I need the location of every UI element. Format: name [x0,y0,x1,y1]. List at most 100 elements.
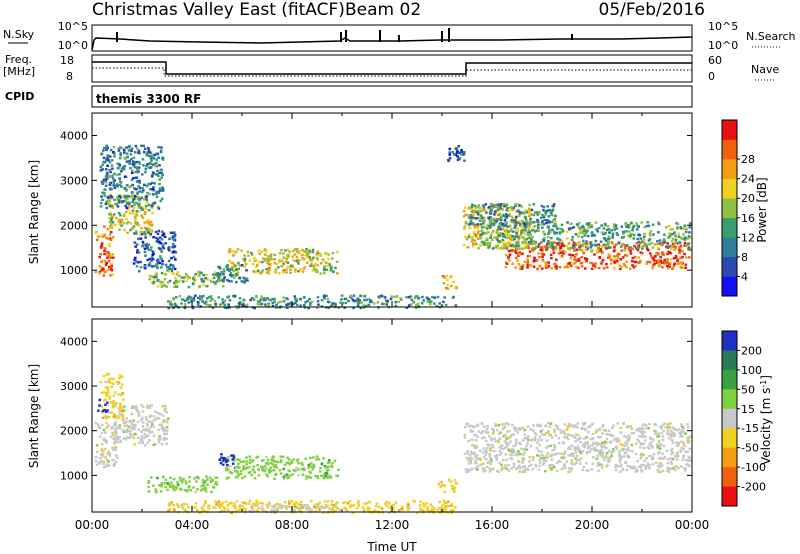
heatmap-cell-0-6-7 [218,265,221,269]
heatmap-cell-1-3-90 [166,482,170,485]
heatmap-cell-1-4-230 [245,466,248,469]
heatmap-cell-1-9-635 [673,433,676,436]
heatmap-cell-1-1-151 [144,435,147,439]
heatmap-cell-0-12-75 [480,229,484,232]
heatmap-cell-1-10-3 [97,409,100,412]
heatmap-cell-0-6-16 [213,281,216,284]
heatmap-cell-1-1-236 [148,439,151,442]
heatmap-cell-0-12-188 [670,240,674,243]
heatmap-cell-1-4-136 [282,477,286,480]
heatmap-cell-1-9-471 [680,440,683,443]
heatmap-cell-0-5-85 [336,272,339,275]
heatmap-cell-1-9-670 [605,456,608,459]
heatmap-cell-0-11-461 [521,264,525,267]
heatmap-cell-0-13-161 [497,203,501,206]
heatmap-cell-0-12-609 [640,221,643,224]
heatmap-cell-0-7-78 [197,296,200,300]
heatmap-cell-1-9-71 [489,457,492,460]
heatmap-cell-0-2-18 [138,203,141,206]
heatmap-cell-0-7-130 [425,296,429,299]
heatmap-cell-0-11-105 [550,267,553,270]
heatmap-cell-1-7-8 [266,504,270,507]
heatmap-cell-0-12-489 [561,229,565,232]
heatmap-cell-1-3-79 [171,484,175,487]
heatmap-cell-1-1-86 [150,423,154,426]
heatmap-cell-0-12-311 [675,228,679,231]
heatmap-cell-0-12-547 [558,241,561,244]
heatmap-cell-0-12-501 [516,241,520,244]
heatmap-cell-1-6-118 [436,508,439,511]
heatmap-cell-1-9-638 [687,440,691,443]
heatmap-cell-1-9-1135 [550,464,553,467]
heatmap-cell-0-7-84 [191,306,195,310]
heatmap-cell-1-9-369 [540,450,543,454]
heatmap-cell-1-9-657 [630,443,634,447]
heatmap-cell-1-9-198 [482,425,486,428]
heatmap-cell-1-5-20 [220,453,223,456]
heatmap-cell-0-7-114 [238,297,242,300]
heatmap-cell-1-9-390 [595,443,599,447]
heatmap-cell-0-1-171 [137,224,141,227]
heatmap-cell-0-11-132 [557,252,561,255]
heatmap-cell-0-3-9 [132,262,136,265]
heatmap-cell-0-11-390 [670,247,673,251]
heatmap-cell-1-9-505 [481,451,485,454]
heatmap-cell-0-11-458 [514,256,518,260]
heatmap-cell-1-6-207 [437,507,441,510]
heatmap-cell-0-2-308 [137,149,141,152]
heatmap-cell-1-9-435 [575,458,579,461]
heatmap-cell-1-3-5 [169,476,172,480]
heatmap-cell-0-12-11 [555,231,559,235]
heatmap-cell-1-3-92 [189,489,192,492]
heatmap-cell-0-7-160 [316,300,320,303]
heatmap-cell-1-8-12 [452,488,456,491]
heatmap-cell-1-4-272 [318,470,322,473]
heatmap-cell-0-7-282 [185,298,189,301]
heatmap-cell-0-12-97 [517,235,521,239]
heatmap-cell-1-2-99 [119,402,122,405]
heatmap-cell-0-4-15 [184,273,188,276]
heatmap-cell-1-3-93 [214,480,218,484]
heatmap-cell-0-2-55 [115,202,119,206]
heatmap-cell-1-9-607 [671,451,675,454]
heatmap-cell-0-10-15 [477,247,480,250]
heatmap-cell-0-7-219 [355,299,359,302]
heatmap-cell-0-2-265 [130,191,134,194]
heatmap-cell-0-2-290 [106,156,109,160]
heatmap-cell-0-12-451 [596,230,600,233]
heatmap-cell-0-11-240 [528,254,532,258]
heatmap-cell-1-6-41 [252,502,255,505]
heatmap-cell-1-1-39 [154,410,157,413]
heatmap-cell-0-5-238 [295,259,298,262]
heatmap-cell-1-4-201 [252,465,256,468]
heatmap-cell-0-7-143 [264,298,267,301]
heatmap-cell-0-2-94 [110,159,114,162]
heatmap-cell-0-10-313 [464,220,468,224]
heatmap-cell-0-0-93 [105,236,108,239]
heatmap-cell-1-9-271 [525,448,528,451]
heatmap-cell-0-10-104 [462,215,466,218]
heatmap-cell-1-2-77 [112,415,116,418]
heatmap-cell-0-5-208 [231,261,234,265]
heatmap-cell-1-7-64 [294,505,297,508]
heatmap-cell-0-10-305 [474,233,477,236]
heatmap-cell-1-2-97 [117,393,120,396]
heatmap-cell-1-3-45 [147,481,150,484]
heatmap-cell-1-4-103 [311,468,315,471]
heatmap-cell-0-5-202 [289,268,292,271]
heatmap-cell-0-12-426 [554,224,557,228]
heatmap-cell-1-9-889 [670,462,673,465]
heatmap-cell-1-1-67 [145,418,148,422]
heatmap-cell-1-1-74 [148,431,151,434]
heatmap-cell-1-1-55 [146,441,150,444]
heatmap-cell-0-13-152 [550,220,554,224]
heatmap-cell-0-5-232 [264,253,267,256]
heatmap-cell-1-9-1197 [666,461,670,465]
heatmap-cell-1-9-1074 [565,436,568,439]
heatmap-cell-1-6-271 [454,505,457,509]
heatmap-cell-1-7-33 [262,508,265,512]
heatmap-cell-0-10-288 [488,241,492,245]
heatmap-cell-0-2-434 [132,165,136,168]
heatmap-cell-0-11-517 [577,241,581,244]
heatmap-cell-0-7-331 [255,295,258,299]
